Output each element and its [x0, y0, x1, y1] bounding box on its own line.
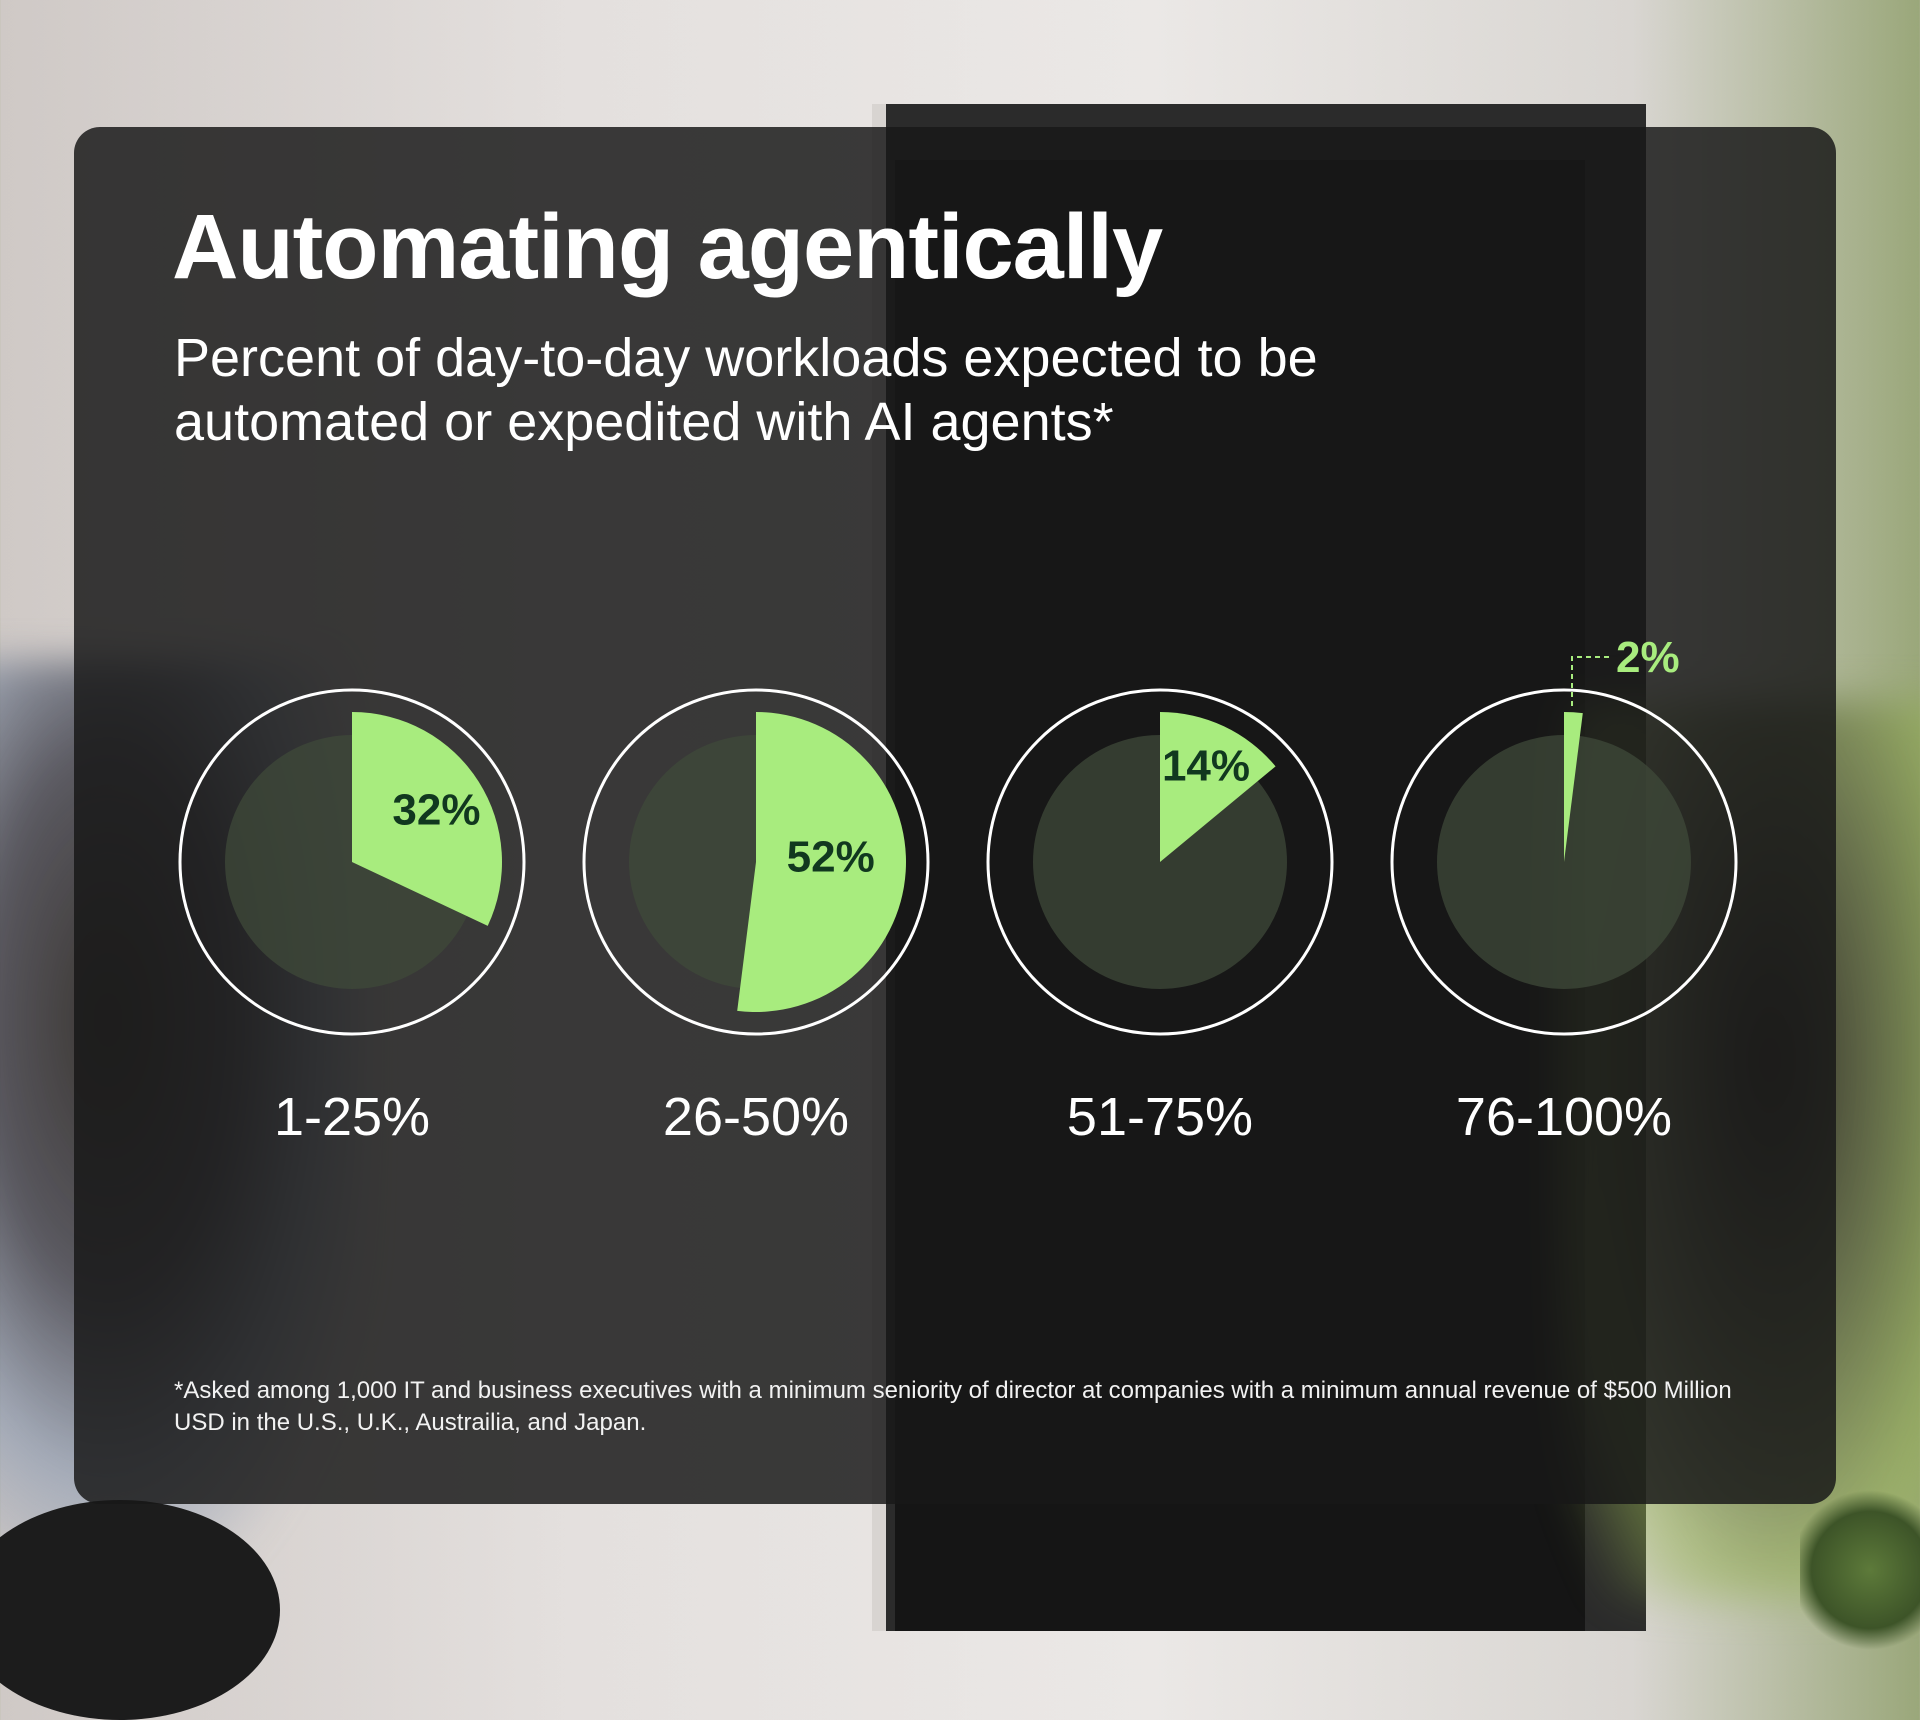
- chart-subtitle: Percent of day-to-day workloads expected…: [174, 328, 1318, 452]
- pie-slice: [1160, 711, 1276, 862]
- pie-value-label: 14%: [1162, 741, 1250, 790]
- pie-slice: [737, 712, 907, 1013]
- pie-category-label: 26-50%: [663, 1087, 849, 1147]
- pie-slice: [1564, 712, 1583, 862]
- pie-outer-ring: [178, 688, 526, 1036]
- pie-outer-ring: [986, 688, 1334, 1036]
- pie-category-label: 76-100%: [1456, 1087, 1672, 1147]
- pie-value-label: 32%: [392, 785, 480, 834]
- pie-outer-ring: [582, 688, 930, 1036]
- pie-outer-ring: [1390, 688, 1738, 1036]
- pie-leader-line: [1571, 656, 1612, 706]
- pie-value-label: 52%: [787, 832, 875, 881]
- pie-category-label: 1-25%: [274, 1087, 430, 1147]
- footnote: *Asked among 1,000 IT and business execu…: [174, 1377, 1732, 1436]
- pie-category-label: 51-75%: [1067, 1087, 1253, 1147]
- chart-title: Automating agentically: [172, 196, 1163, 298]
- pie-value-label: 2%: [1616, 633, 1680, 682]
- pie-slice: [352, 712, 502, 926]
- background-plant: [1800, 1490, 1920, 1650]
- pie-charts: 32% 1-25% 52% 26-50% 14% 51-75% 2% 76-100%: [178, 633, 1738, 1147]
